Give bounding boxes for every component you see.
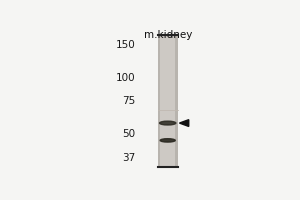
Text: m.kidney: m.kidney — [143, 30, 192, 40]
Text: 37: 37 — [122, 153, 135, 163]
Text: 100: 100 — [116, 73, 135, 83]
Bar — [158, 35, 178, 167]
Text: 50: 50 — [122, 129, 135, 139]
Text: 150: 150 — [116, 40, 135, 50]
Bar — [175, 35, 178, 167]
Text: 75: 75 — [122, 96, 135, 106]
Ellipse shape — [160, 139, 175, 142]
Polygon shape — [179, 120, 189, 126]
Bar — [158, 35, 160, 167]
Ellipse shape — [160, 121, 176, 125]
